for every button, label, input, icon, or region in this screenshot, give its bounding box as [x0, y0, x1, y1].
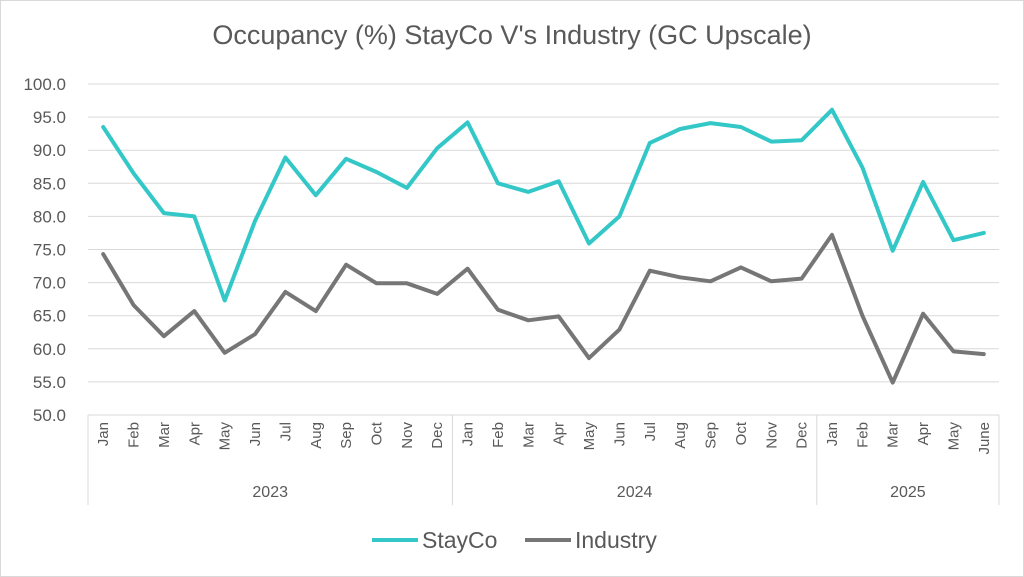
- chart-title: Occupancy (%) StayCo V's Industry (GC Up…: [212, 20, 812, 50]
- x-axis: Jan Feb Mar Apr May Jun Jul Aug Sep Oct Nov Dec Jan F…: [87, 415, 1000, 505]
- x-tick-label: Apr: [551, 422, 568, 445]
- y-tick-label: 80.0: [33, 207, 66, 226]
- x-tick-label: Feb: [126, 422, 143, 448]
- x-tick-label: Dec: [429, 422, 446, 449]
- gridlines: [88, 83, 999, 416]
- x-tick-label: Oct: [368, 421, 385, 445]
- x-tick-label: Feb: [490, 422, 507, 448]
- x-tick-label: Jul: [642, 422, 659, 441]
- x-tick-label: Apr: [915, 422, 932, 445]
- x-tick-label: Apr: [186, 422, 203, 445]
- x-tick-label: Mar: [156, 422, 173, 448]
- y-tick-label: 90.0: [33, 141, 66, 160]
- x-tick-label: Mar: [520, 422, 537, 448]
- series-line-industry: [101, 232, 986, 385]
- year-label: 2025: [890, 484, 926, 501]
- x-tick-label: May: [581, 422, 598, 451]
- y-tick-label: 100.0: [23, 75, 66, 94]
- x-tick-label: Sep: [338, 422, 355, 449]
- x-tick-label: Jan: [95, 422, 112, 446]
- x-tick-label: Jul: [277, 422, 294, 441]
- x-tick-label: Feb: [854, 422, 871, 448]
- year-label: 2024: [617, 484, 653, 501]
- x-tick-label: May: [945, 422, 962, 451]
- y-tick-label: 85.0: [33, 174, 66, 193]
- y-tick-label: 60.0: [33, 340, 66, 359]
- x-tick-label: Aug: [308, 422, 325, 449]
- x-tick-label: Sep: [703, 422, 720, 449]
- series-lines: [101, 107, 986, 385]
- legend-label: StayCo: [422, 527, 497, 553]
- x-tick-label: Mar: [885, 422, 902, 448]
- x-tick-label: Aug: [672, 422, 689, 449]
- y-tick-label: 65.0: [33, 307, 66, 326]
- x-tick-label: Dec: [794, 422, 811, 449]
- x-tick-label: Nov: [763, 422, 780, 449]
- x-tick-label: May: [217, 422, 234, 451]
- y-tick-label: 50.0: [33, 406, 66, 425]
- x-tick-label: Jun: [247, 422, 264, 446]
- y-tick-label: 55.0: [33, 373, 66, 392]
- x-tick-label: Nov: [399, 422, 416, 449]
- x-tick-label: Jun: [611, 422, 628, 446]
- legend: StayCo Industry: [372, 527, 657, 553]
- y-tick-label: 70.0: [33, 274, 66, 293]
- x-tick-label: Jan: [824, 422, 841, 446]
- x-tick-label: June: [976, 422, 993, 455]
- x-tick-label: Oct: [733, 421, 750, 445]
- x-tick-label: Jan: [460, 422, 477, 446]
- y-tick-label: 75.0: [33, 241, 66, 260]
- year-label: 2023: [252, 484, 288, 501]
- legend-label: Industry: [575, 527, 657, 553]
- y-tick-label: 95.0: [33, 108, 66, 127]
- y-axis: 100.0 95.0 90.0 85.0 80.0 75.0 70.0 65.0 60.0 55.…: [23, 75, 66, 425]
- series-line-stayco: [101, 107, 986, 303]
